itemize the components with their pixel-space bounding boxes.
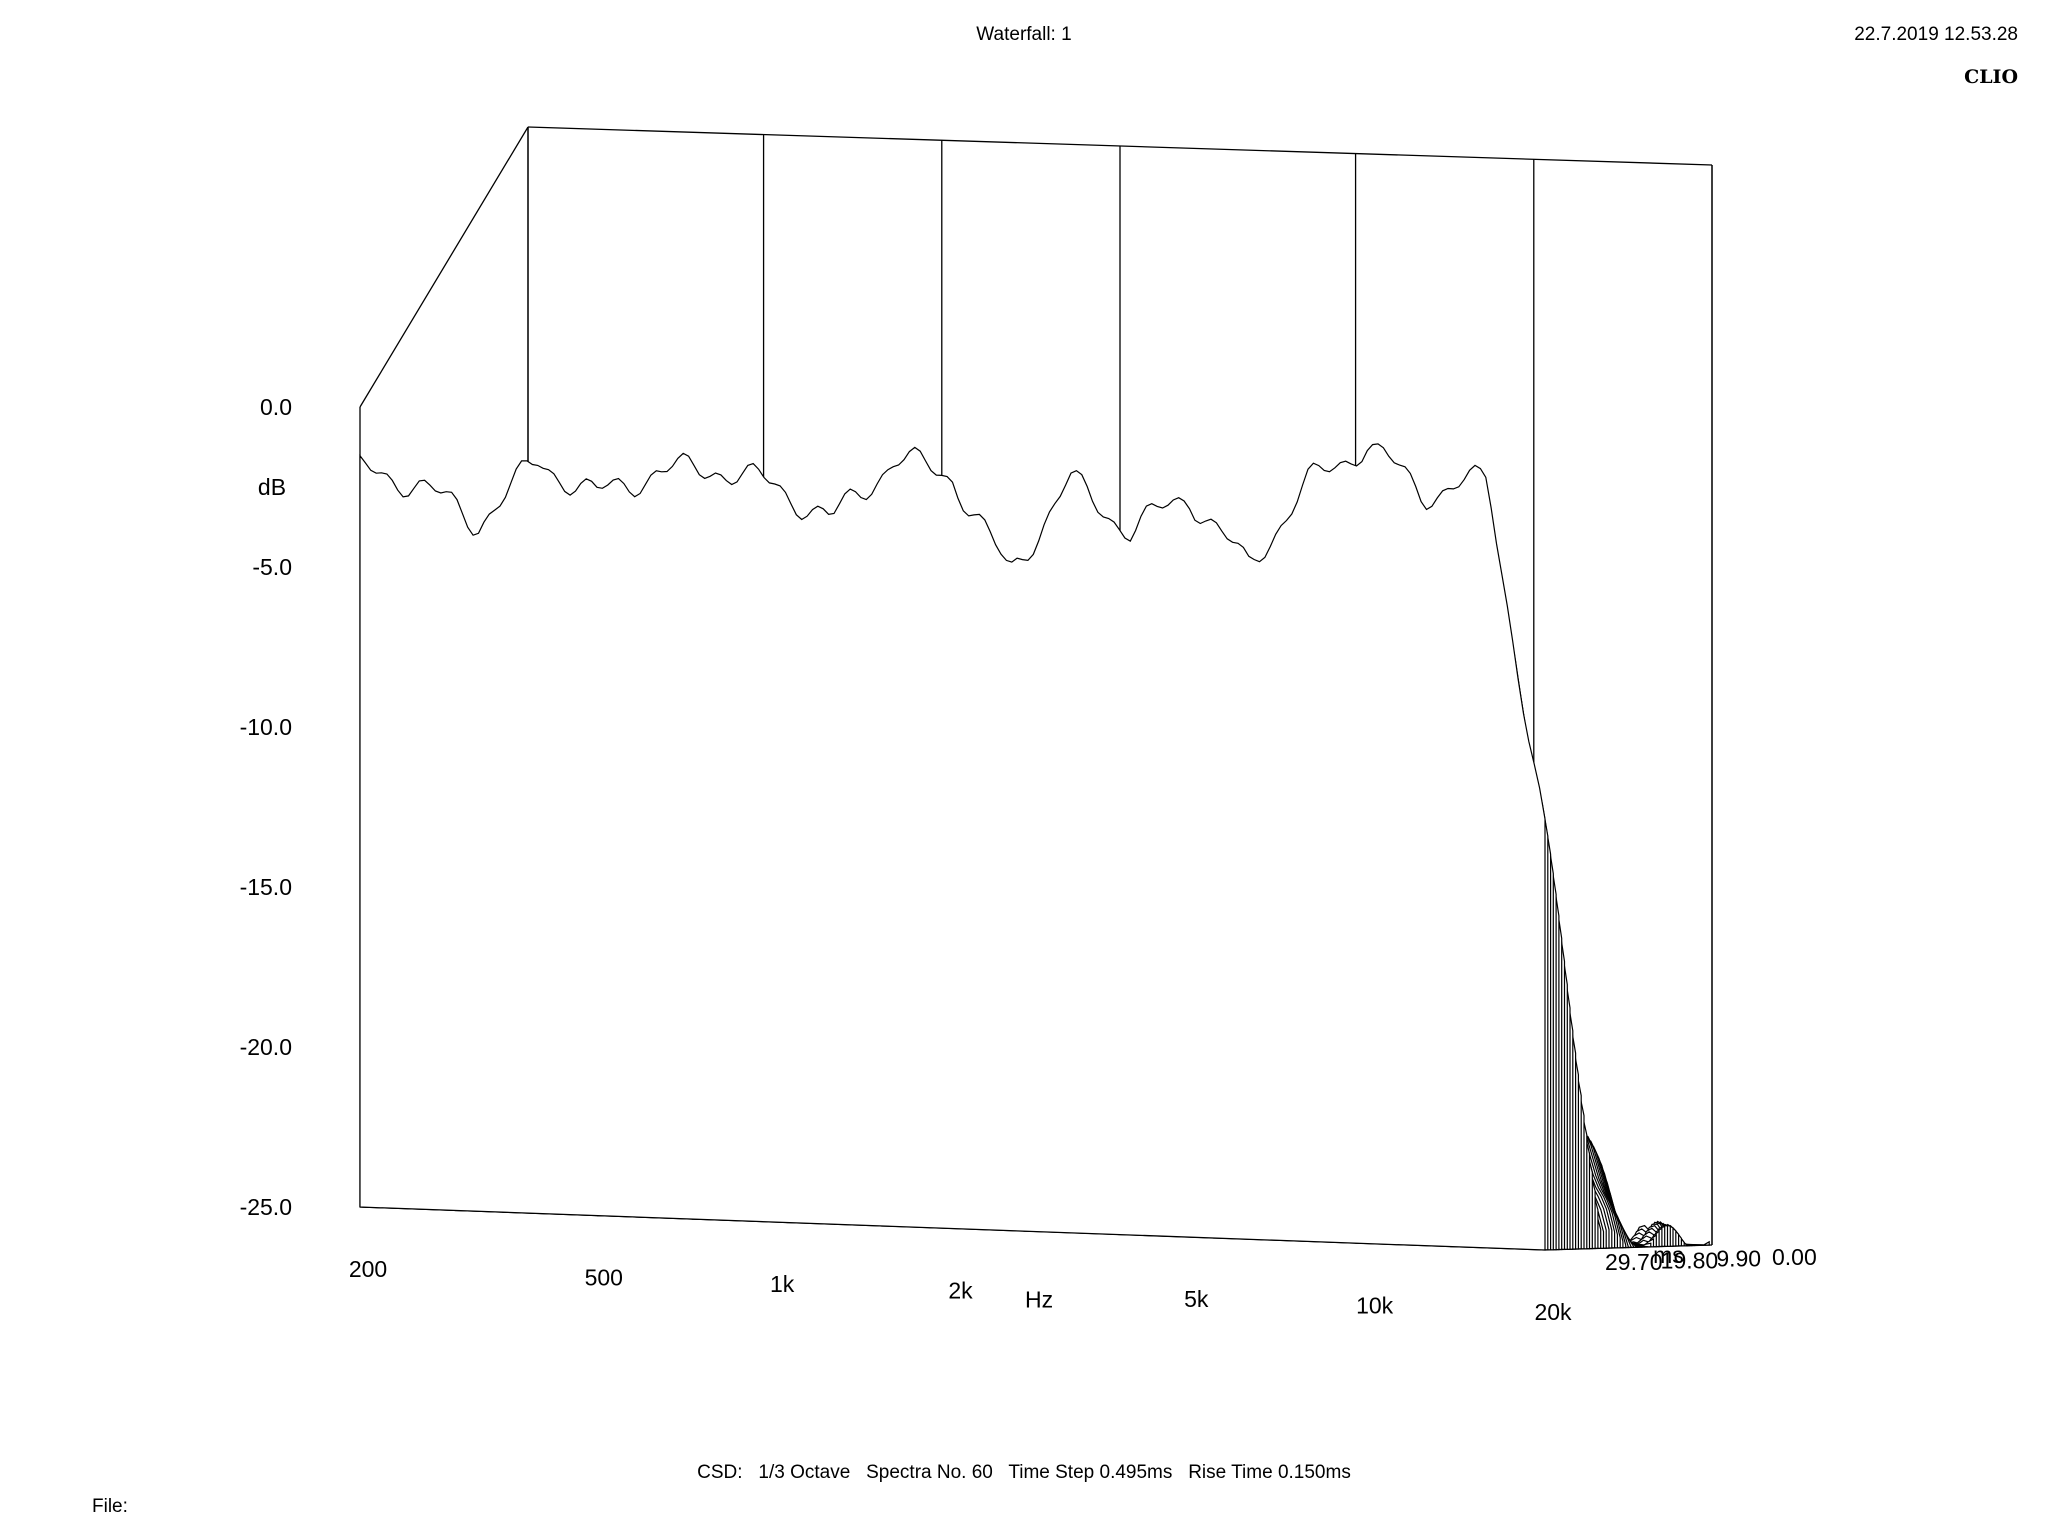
x-tick-label: 5k <box>1184 1286 1209 1312</box>
measurement-info: CSD: 1/3 Octave Spectra No. 60 Time Step… <box>697 1462 1351 1483</box>
x-tick-label: 20k <box>1534 1299 1572 1325</box>
z-tick-label: 0.00 <box>1772 1244 1817 1270</box>
file-label: File: <box>92 1496 128 1517</box>
z-tick-label: 9.90 <box>1716 1246 1761 1272</box>
timestamp: 22.7.2019 12.53.28 <box>1854 24 2018 45</box>
chart-title: Waterfall: 1 <box>976 24 1072 45</box>
z-tick-label: 19.80 <box>1661 1247 1719 1273</box>
z-tick-label: 29.70 <box>1605 1249 1663 1275</box>
x-tick-label: 1k <box>770 1271 795 1297</box>
x-tick-label: 2k <box>948 1278 973 1304</box>
z-axis-label: ms <box>1653 1242 1684 1268</box>
spectra-slices <box>359 443 1710 1251</box>
y-tick-label: 0.0 <box>260 394 292 420</box>
y-tick-label: -20.0 <box>240 1034 292 1060</box>
y-tick-label: -25.0 <box>240 1194 292 1220</box>
y-tick-label: -10.0 <box>240 714 292 740</box>
x-tick-label: 10k <box>1356 1293 1394 1319</box>
axis-labels: 0.0 -5.0 -10.0 -15.0 -20.0 -25.0 dB 200 500 1k 2k 5… <box>240 394 1817 1325</box>
y-tick-label: -15.0 <box>240 874 292 900</box>
x-axis-label: Hz <box>1025 1287 1053 1313</box>
x-tick-label: 500 <box>585 1265 623 1291</box>
x-tick-label: 200 <box>349 1256 387 1282</box>
frame-edge <box>359 126 529 408</box>
spectrum-slice <box>359 443 1546 1251</box>
y-tick-label: -5.0 <box>252 554 292 580</box>
brand-logo: CLIO <box>1964 66 2018 88</box>
y-axis-label: dB <box>258 474 286 500</box>
